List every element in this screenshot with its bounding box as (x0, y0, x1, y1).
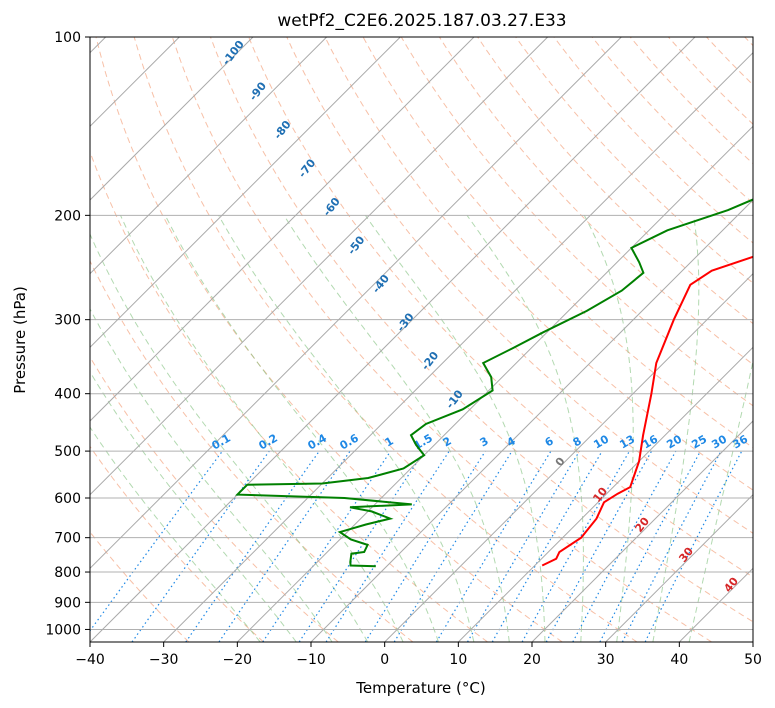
isotherm-gridline (163, 51, 753, 642)
y-tick-label: 100 (54, 30, 81, 46)
moist-adiabat-line (90, 426, 261, 642)
isotherm-gridline (90, 37, 696, 642)
mixing-ratio-line (466, 450, 580, 642)
x-tick-label: 0 (380, 652, 389, 668)
moist-adiabat-line (364, 215, 546, 642)
moist-adiabat-line (466, 215, 584, 642)
dry-adiabat-line (171, 37, 712, 642)
x-tick-label: −20 (223, 652, 253, 668)
dry-adiabat-line (286, 37, 753, 534)
isotherm-gridline (90, 37, 475, 422)
x-tick-label: −10 (296, 652, 326, 668)
y-tick-label: 400 (54, 387, 81, 403)
dry-adiabat-line (95, 37, 563, 642)
moist-adiabat-line (583, 215, 634, 642)
mixing-ratio-line (262, 450, 392, 642)
dry-adiabat-line (210, 37, 753, 623)
moist-adiabat-line (652, 215, 700, 642)
dry-adiabat-line (90, 259, 414, 642)
temperature-profile-line (541, 255, 753, 567)
isotherm-gridline (310, 199, 753, 642)
x-tick-label: 50 (744, 652, 762, 668)
y-axis: 100 200 300 400 500 600 700 800 900 1000 (45, 30, 90, 638)
isotherm-gridline (90, 37, 622, 570)
dewpoint-profile-line (235, 198, 753, 568)
mixing-ratio-line (599, 450, 702, 642)
y-tick-label: 300 (54, 313, 81, 329)
isotherm-gridline (90, 37, 401, 349)
isotherm-gridline (384, 272, 753, 642)
chart-title: wetPf2_C2E6.2025.187.03.27.E33 (277, 11, 566, 31)
x-tick-label: −30 (149, 652, 179, 668)
dry-adiabat-line (133, 37, 638, 642)
y-tick-label: 600 (54, 491, 81, 507)
mixing-ratio-line (185, 450, 320, 642)
x-axis: −40 −30 −20 −10 0 10 20 30 40 50 (75, 642, 762, 668)
y-axis-label: Pressure (hPa) (11, 286, 29, 394)
mixing-ratio-line (325, 450, 450, 642)
mixing-ratio-line (435, 450, 552, 642)
isotherm-gridline (605, 493, 753, 642)
y-tick-label: 1000 (45, 622, 81, 638)
isotherm-gridline (457, 346, 753, 642)
moist-adiabat-line (90, 370, 297, 642)
plot-frame (89, 36, 754, 643)
y-tick-label: 800 (54, 565, 81, 581)
isotherm-gridline (90, 37, 328, 275)
dry-adiabat-line (248, 37, 753, 578)
dry-adiabat-line (324, 37, 753, 491)
mixing-ratio-line (364, 450, 486, 642)
moist-adiabat-line (120, 215, 404, 642)
moist-adiabat-line (218, 215, 475, 642)
moist-adiabat-line (90, 308, 333, 642)
x-tick-label: 30 (597, 652, 615, 668)
y-tick-label: 500 (54, 444, 81, 460)
y-tick-label: 200 (54, 208, 81, 224)
mixing-ratio-line (218, 450, 351, 642)
x-tick-label: 40 (670, 652, 688, 668)
mixing-ratio-line (572, 450, 677, 642)
y-tick-label: 700 (54, 531, 81, 547)
x-axis-label: Temperature (°C) (355, 679, 485, 697)
y-tick-label: 900 (54, 595, 81, 611)
mixing-ratio-line (298, 450, 425, 642)
x-tick-label: 10 (449, 652, 467, 668)
x-tick-label: −40 (75, 652, 105, 668)
isotherm-gridline (90, 37, 254, 201)
isotherm-gridline (90, 37, 549, 496)
isotherm-gridline (531, 420, 753, 642)
dry-adiabat-line (515, 37, 753, 284)
dry-adiabat-line (90, 445, 264, 642)
x-tick-label: 20 (523, 652, 541, 668)
isotherm-gridline (236, 125, 753, 642)
